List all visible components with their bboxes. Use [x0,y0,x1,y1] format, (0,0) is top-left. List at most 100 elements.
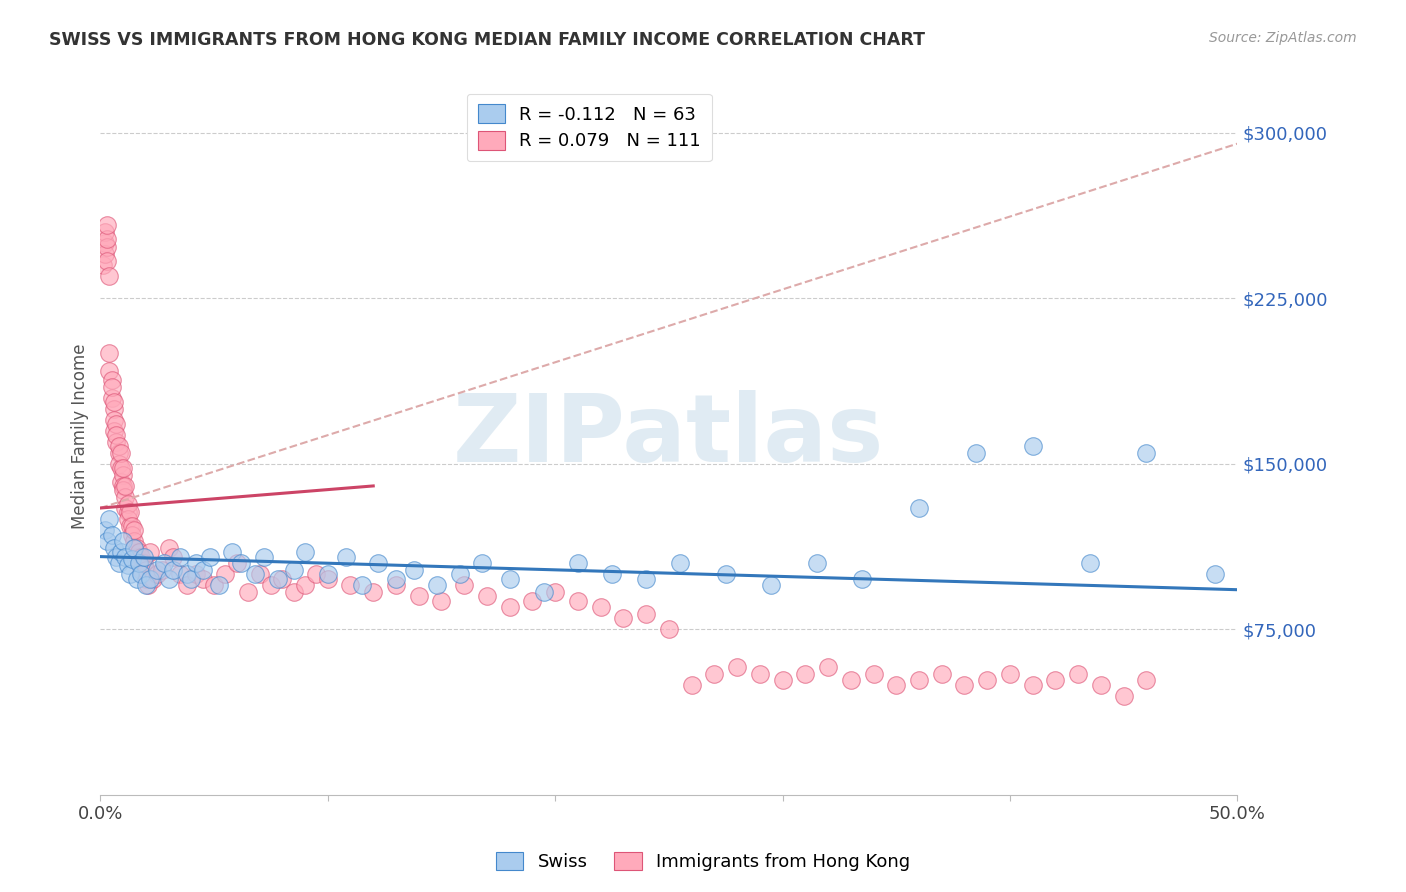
Y-axis label: Median Family Income: Median Family Income [72,343,89,529]
Point [385,572,408,586]
Point [135,572,157,586]
Point [533,585,555,599]
Point [118,567,141,582]
Point [283,585,305,599]
Point [600,567,623,582]
Point [135,578,157,592]
Point [96,253,118,268]
Point [96,534,118,549]
Point [94,235,117,250]
Point [475,590,498,604]
Point [231,556,253,570]
Point [636,607,658,621]
Point [522,593,544,607]
Point [139,572,162,586]
Point [114,479,136,493]
Point [714,567,737,582]
Point [305,567,328,582]
Text: ZIPatlas: ZIPatlas [453,391,884,483]
Point [761,578,783,592]
Point [806,556,828,570]
Point [107,446,129,460]
Point [658,623,681,637]
Point [124,541,146,555]
Point [107,457,129,471]
Point [544,585,567,599]
Point [567,593,589,607]
Point [191,572,214,586]
Point [851,572,873,586]
Point [117,505,139,519]
Point [180,572,202,586]
Point [94,225,117,239]
Point [98,512,121,526]
Point [128,556,150,570]
Point [169,567,191,582]
Point [931,666,953,681]
Point [176,567,198,582]
Text: SWISS VS IMMIGRANTS FROM HONG KONG MEDIAN FAMILY INCOME CORRELATION CHART: SWISS VS IMMIGRANTS FROM HONG KONG MEDIA… [49,31,925,49]
Point [207,578,229,592]
Point [453,578,475,592]
Point [249,567,271,582]
Point [253,549,276,564]
Point [129,549,152,564]
Point [367,556,389,570]
Point [998,666,1021,681]
Point [132,556,155,570]
Point [110,545,132,559]
Point [112,479,135,493]
Point [142,572,165,586]
Point [283,563,305,577]
Point [110,446,132,460]
Point [316,567,339,582]
Point [100,373,122,387]
Point [114,549,136,564]
Point [267,572,290,586]
Point [669,556,692,570]
Point [135,563,157,577]
Point [98,269,121,284]
Point [112,461,135,475]
Point [499,572,522,586]
Point [191,563,214,577]
Point [125,549,148,564]
Point [157,572,180,586]
Point [117,512,139,526]
Point [817,660,839,674]
Point [908,673,931,688]
Point [118,518,141,533]
Legend: R = -0.112   N = 63, R = 0.079   N = 111: R = -0.112 N = 63, R = 0.079 N = 111 [467,94,711,161]
Point [125,541,148,555]
Point [125,572,148,586]
Point [162,563,184,577]
Point [965,446,987,460]
Point [243,567,266,582]
Point [117,497,139,511]
Point [103,401,125,416]
Point [1021,678,1043,692]
Point [408,590,430,604]
Point [316,572,339,586]
Point [636,572,658,586]
Point [129,563,152,577]
Text: Source: ZipAtlas.com: Source: ZipAtlas.com [1209,31,1357,45]
Point [121,518,143,533]
Point [96,219,118,233]
Point [176,578,198,592]
Point [110,475,132,489]
Point [1135,446,1157,460]
Point [294,578,316,592]
Point [139,545,162,559]
Point [1204,567,1226,582]
Point [335,549,357,564]
Point [153,556,176,570]
Point [105,417,128,431]
Point [681,678,703,692]
Point [124,523,146,537]
Point [107,439,129,453]
Point [449,567,471,582]
Point [1078,556,1101,570]
Point [184,567,207,582]
Point [112,483,135,498]
